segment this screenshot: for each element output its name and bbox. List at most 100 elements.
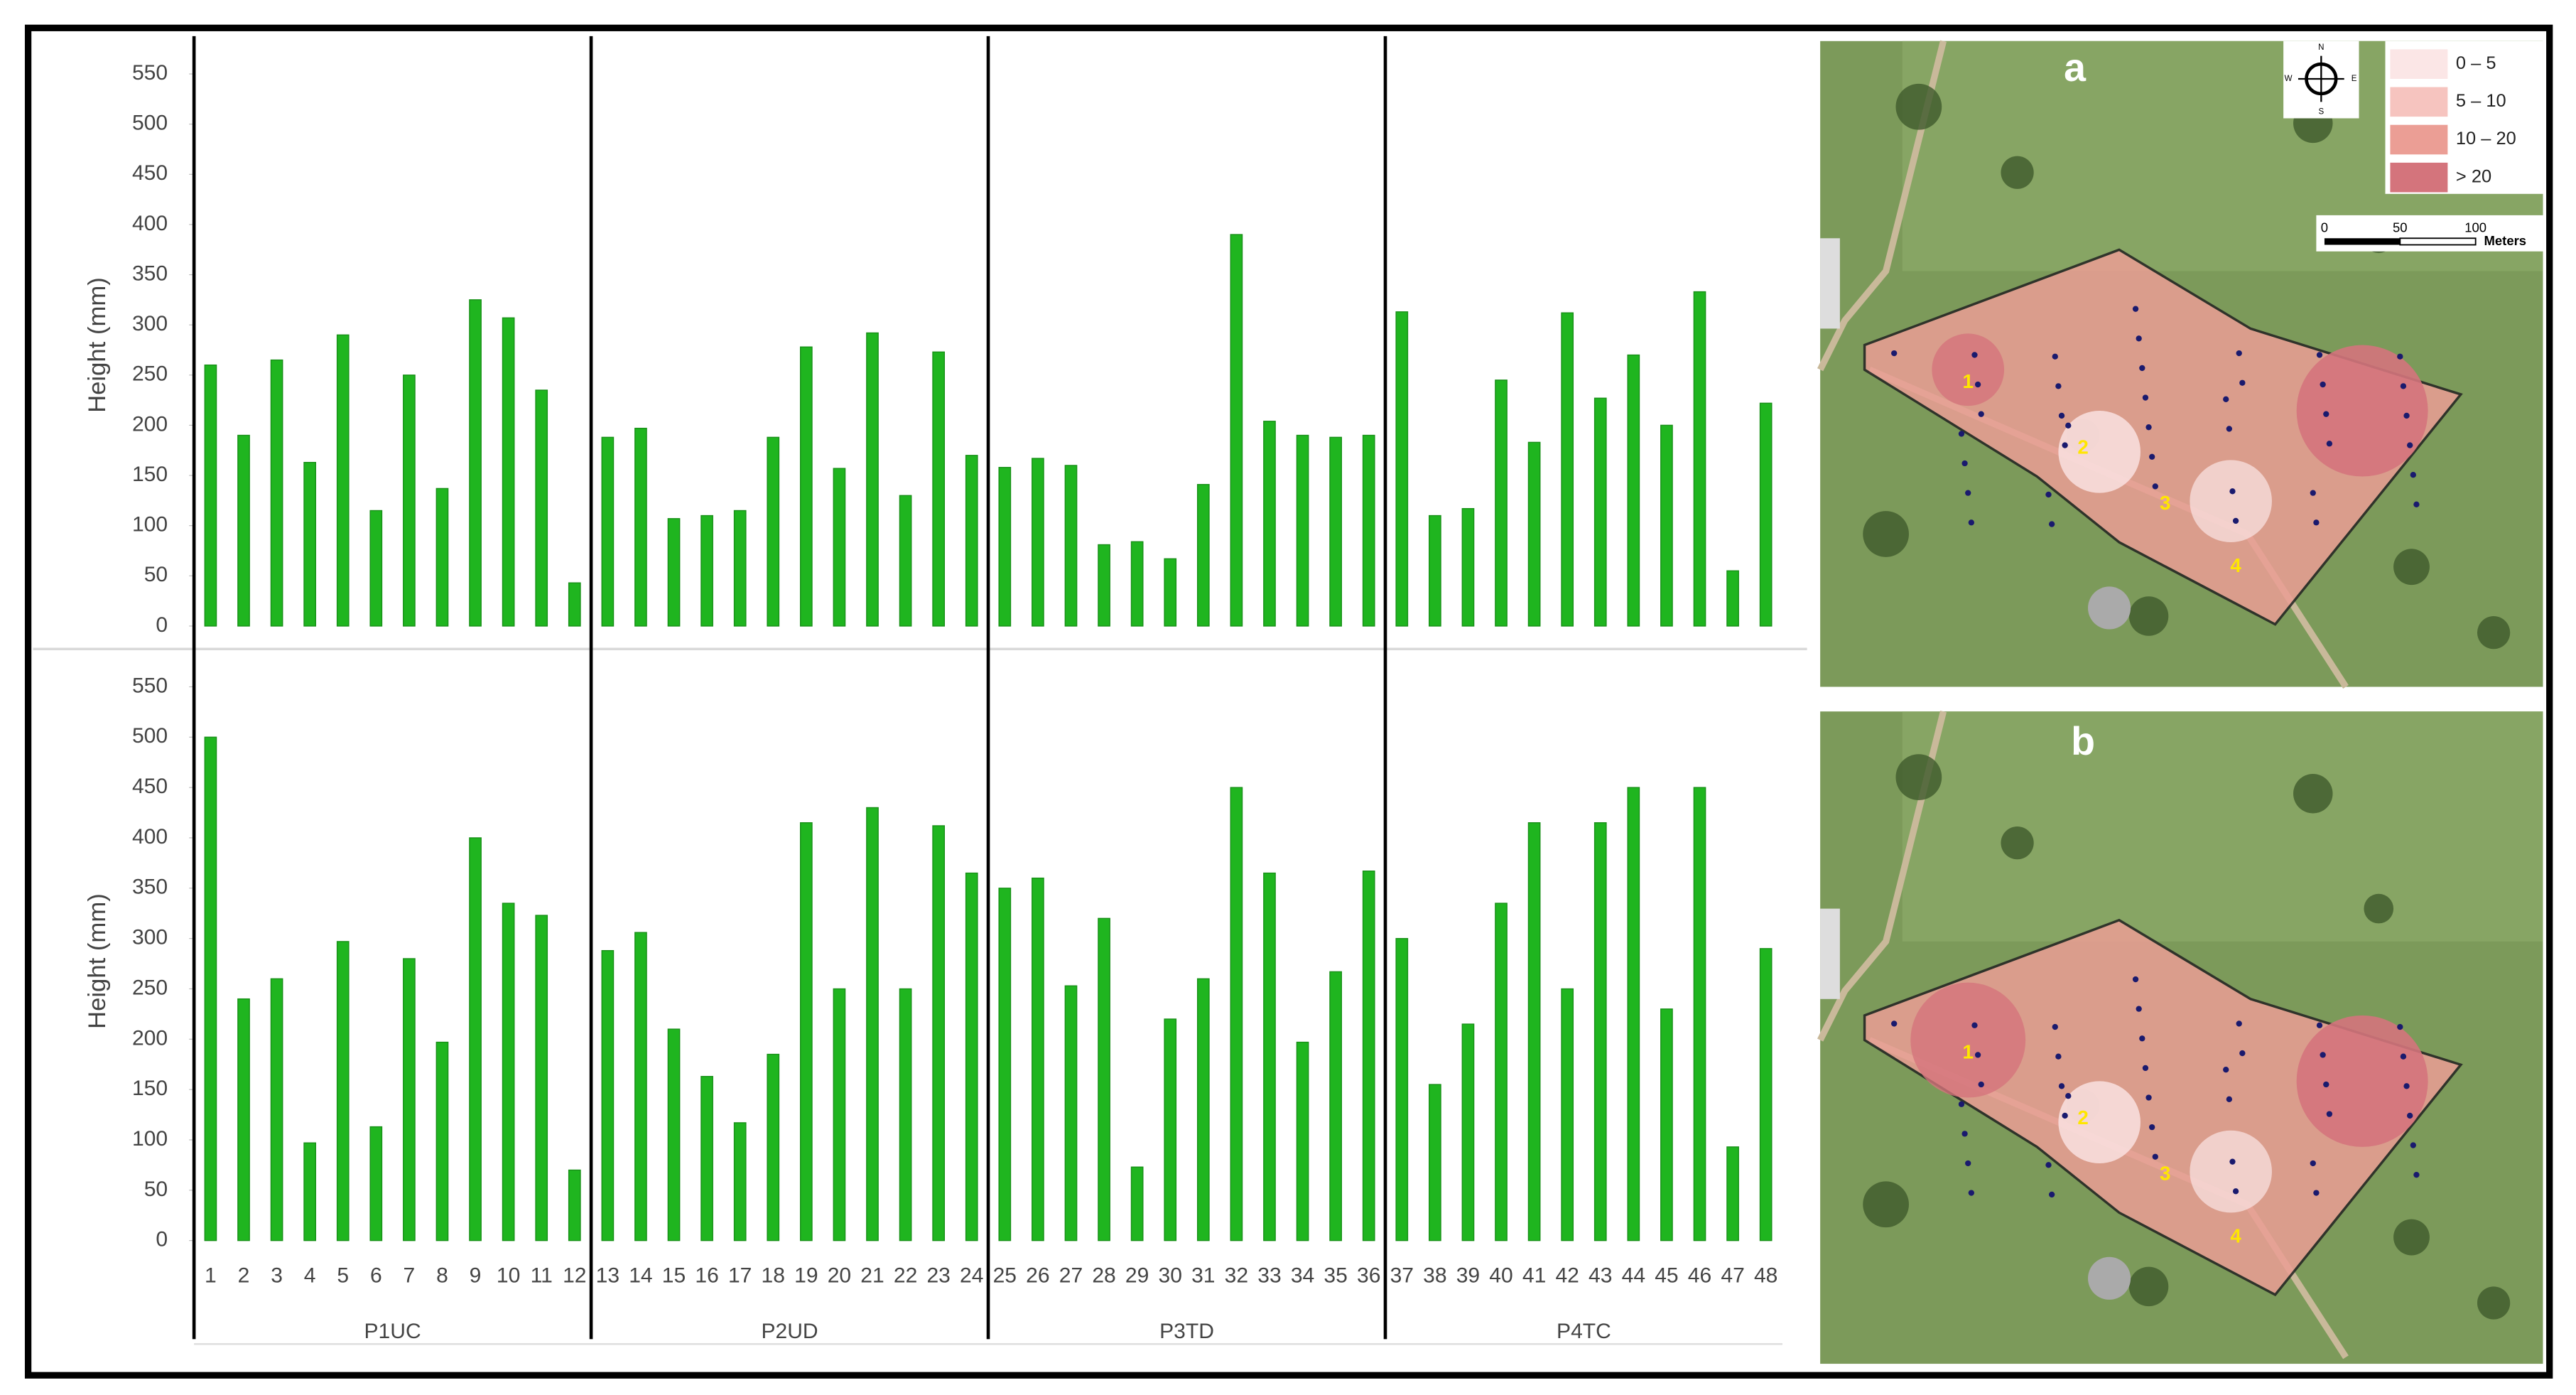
sample-point (2062, 1112, 2068, 1119)
legend-swatch (2390, 49, 2448, 79)
y-tick-label: 350 (132, 876, 168, 899)
bar (800, 346, 813, 627)
x-tick-label: 43 (1589, 1264, 1612, 1287)
map-label: a (2064, 45, 2087, 90)
sample-point (2152, 1153, 2158, 1160)
bar (1196, 978, 1210, 1242)
x-tick-label: 6 (370, 1264, 382, 1287)
y-tick-label: 100 (132, 513, 168, 537)
y-axis-label: Height (mm) (84, 277, 111, 413)
hotspot (1910, 982, 2026, 1098)
bar (369, 1126, 383, 1242)
x-tick-label: 5 (337, 1264, 349, 1287)
sample-point (2407, 1112, 2413, 1119)
tank (2088, 586, 2131, 630)
sample-point (2139, 1035, 2145, 1042)
x-tick-label: 18 (762, 1264, 785, 1287)
sample-point (2239, 1050, 2246, 1057)
x-tick-label: 45 (1655, 1264, 1678, 1287)
sample-point (1971, 352, 1978, 358)
legend-label: 0 – 5 (2456, 53, 2496, 73)
tree (2001, 156, 2034, 189)
x-tick-label: 42 (1555, 1264, 1579, 1287)
bar (1263, 421, 1276, 627)
sample-point (2136, 1006, 2142, 1012)
bar (1395, 937, 1409, 1242)
y-tick-label: 450 (132, 775, 168, 798)
x-tick-label: 40 (1489, 1264, 1512, 1287)
bar (237, 998, 250, 1242)
sample-point (2326, 441, 2333, 447)
bar (204, 364, 217, 627)
bar (1561, 988, 1574, 1242)
group-label: P2UD (761, 1320, 818, 1343)
x-tick-label: 31 (1191, 1264, 1215, 1287)
bar (1627, 354, 1640, 627)
zone-label: 3 (2160, 492, 2170, 514)
bar (535, 389, 548, 627)
x-tick-label: 20 (828, 1264, 851, 1287)
x-tick-label: 4 (304, 1264, 316, 1287)
sample-point (2132, 306, 2139, 312)
tree (2001, 826, 2034, 860)
sample-point (2400, 1053, 2407, 1060)
bar (1064, 465, 1078, 627)
y-tick-label: 300 (132, 926, 168, 949)
sample-point (1974, 381, 1981, 388)
bar (1726, 570, 1739, 627)
bar (336, 941, 350, 1242)
y-tick-label: 300 (132, 312, 168, 335)
x-tick-label: 17 (728, 1264, 752, 1287)
bar (204, 736, 217, 1242)
bar (667, 1028, 681, 1242)
bar (634, 932, 647, 1242)
y-tick-label: 0 (156, 1228, 168, 1251)
scale-bar-light (2399, 237, 2477, 246)
sample-point (2310, 1160, 2316, 1167)
x-tick-label: 9 (470, 1264, 482, 1287)
y-tick-label: 450 (132, 161, 168, 185)
sample-point (2045, 491, 2052, 498)
x-tick-label: 21 (860, 1264, 884, 1287)
sample-point (2226, 1096, 2233, 1102)
sample-point (2236, 350, 2242, 357)
bar (1461, 1023, 1475, 1242)
x-tick-label: 32 (1225, 1264, 1248, 1287)
bar (535, 915, 548, 1242)
sample-point (2145, 424, 2152, 431)
map-field (1902, 711, 2543, 942)
bar (270, 359, 283, 627)
x-tick-label: 8 (436, 1264, 448, 1287)
bar (1329, 436, 1342, 627)
scale-label: 100 (2464, 220, 2486, 235)
map: 1 2 3 4 (1817, 711, 2543, 1364)
bar (303, 1142, 316, 1242)
x-tick-label: 39 (1456, 1264, 1480, 1287)
sample-point (2055, 383, 2062, 389)
x-tick-label: 26 (1026, 1264, 1049, 1287)
x-tick-label: 35 (1324, 1264, 1347, 1287)
bar (303, 461, 316, 627)
bar (435, 488, 449, 627)
scale-label: 0 (2321, 220, 2328, 235)
map-label: b (2071, 719, 2095, 763)
bar (601, 436, 615, 627)
bar (1726, 1146, 1739, 1242)
y-tick-label: 200 (132, 1026, 168, 1050)
lowspot (2190, 460, 2272, 543)
bar (1130, 541, 1144, 627)
group-label: P4TC (1557, 1320, 1611, 1343)
sample-point (1891, 350, 1898, 357)
x-tick-label: 30 (1159, 1264, 1182, 1287)
sample-point (1965, 490, 1971, 496)
sample-point (2316, 352, 2323, 358)
x-tick-label: 15 (662, 1264, 686, 1287)
x-tick-label: 13 (596, 1264, 619, 1287)
sample-point (2313, 1190, 2320, 1196)
sample-point (1978, 411, 1984, 417)
x-tick-label: 7 (404, 1264, 416, 1287)
sample-point (2149, 453, 2155, 460)
x-tick-label: 14 (629, 1264, 652, 1287)
plot-area (1863, 248, 2463, 626)
bar (1098, 544, 1110, 627)
